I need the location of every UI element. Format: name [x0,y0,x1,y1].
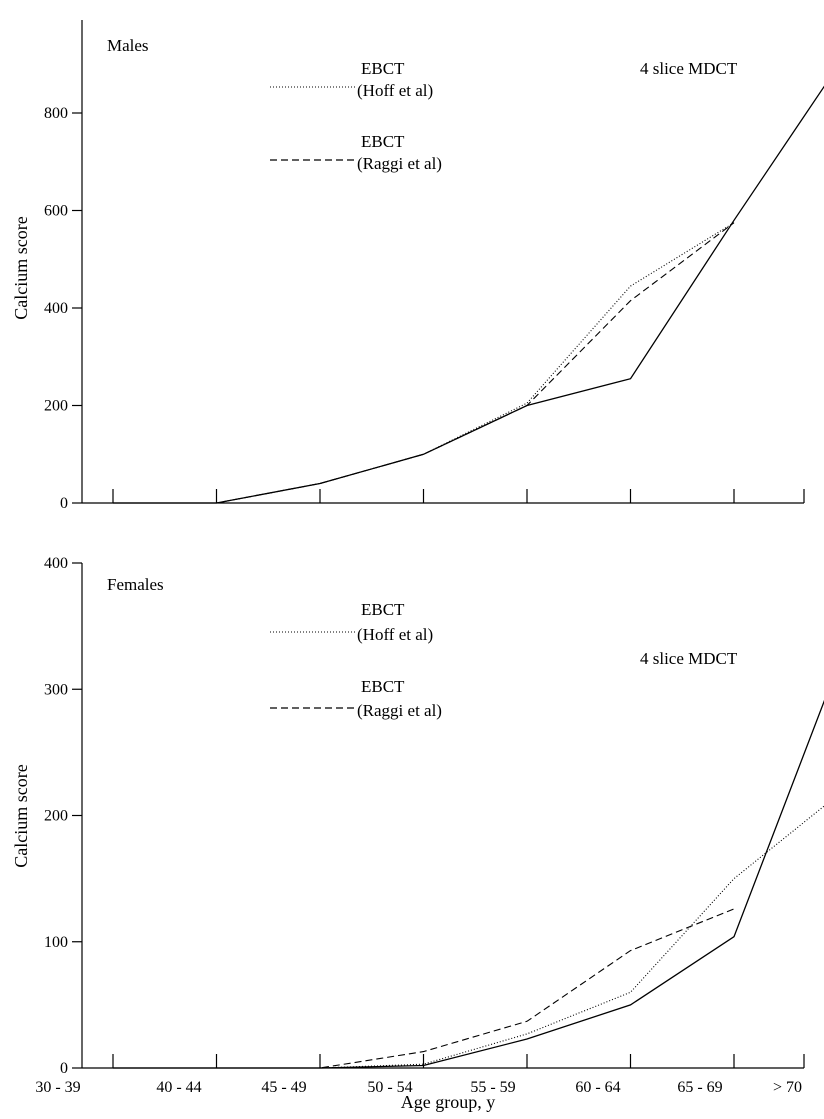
series-line-1-1 [113,805,824,1069]
y-tick-label-1-0: 0 [60,1060,68,1077]
x-tick-label-1: 40 - 44 [156,1079,201,1096]
males-series [113,85,824,504]
males-panel: 0 200 400 600 800 Males Calcium score EBCT (… [11,20,824,512]
females-legend-hoff-line1: EBCT [361,600,405,619]
series-line-1-0 [113,699,824,1069]
x-tick-label-3: 50 - 54 [367,1079,412,1096]
series-line-0-2 [113,222,735,504]
x-tick-label-4: 55 - 59 [470,1079,515,1096]
y-tick-label-1-4: 400 [44,555,68,572]
females-x-ticks [112,1054,805,1068]
females-legend-raggi-line1: EBCT [361,677,405,696]
males-y-axis-title: Calcium score [11,216,31,319]
series-line-1-2 [113,908,735,1069]
y-tick-label-0-0: 0 [60,495,68,512]
x-tick-label-7: > 70 [773,1079,802,1096]
females-legend: EBCT (Hoff et al) EBCT (Raggi et al) [270,600,442,720]
x-tick-label-6: 65 - 69 [677,1079,722,1096]
males-y-ticks: 0 200 400 600 800 [44,105,82,512]
y-tick-label-0-1: 200 [44,398,68,415]
males-legend: EBCT (Hoff et al) EBCT (Raggi et al) [270,59,442,173]
y-tick-label-0-4: 800 [44,105,68,122]
x-tick-label-2: 45 - 49 [261,1079,306,1096]
y-tick-label-0-3: 600 [44,203,68,220]
females-panel-label: Females [107,575,164,594]
series-line-0-0 [113,85,824,504]
females-y-ticks: 0 100 200 300 400 [44,555,82,1077]
y-tick-label-0-2: 400 [44,300,68,317]
y-tick-label-1-3: 300 [44,681,68,698]
x-tick-label-0: 30 - 39 [35,1079,80,1096]
y-tick-label-1-2: 200 [44,808,68,825]
y-tick-label-1-1: 100 [44,934,68,951]
males-legend-raggi-line2: (Raggi et al) [357,154,442,173]
males-legend-hoff-line1: EBCT [361,59,405,78]
males-panel-label: Males [107,36,149,55]
females-panel: 0 100 200 300 400 30 - 39 40 - 44 45 - 49 50 - … [11,555,824,1112]
females-mdct-annotation: 4 slice MDCT [640,649,738,668]
males-legend-hoff-line2: (Hoff et al) [357,81,433,100]
females-y-axis-title: Calcium score [11,764,31,867]
x-tick-label-5: 60 - 64 [575,1079,620,1096]
males-x-ticks [112,489,805,503]
males-legend-raggi-line1: EBCT [361,132,405,151]
series-line-0-1 [113,222,735,504]
x-axis-title: Age group, y [401,1092,495,1112]
females-legend-raggi-line2: (Raggi et al) [357,701,442,720]
females-series [113,699,824,1069]
males-mdct-annotation: 4 slice MDCT [640,59,738,78]
x-tick-labels: 30 - 39 40 - 44 45 - 49 50 - 54 55 - 59 60 - … [35,1079,802,1096]
females-legend-hoff-line2: (Hoff et al) [357,625,433,644]
